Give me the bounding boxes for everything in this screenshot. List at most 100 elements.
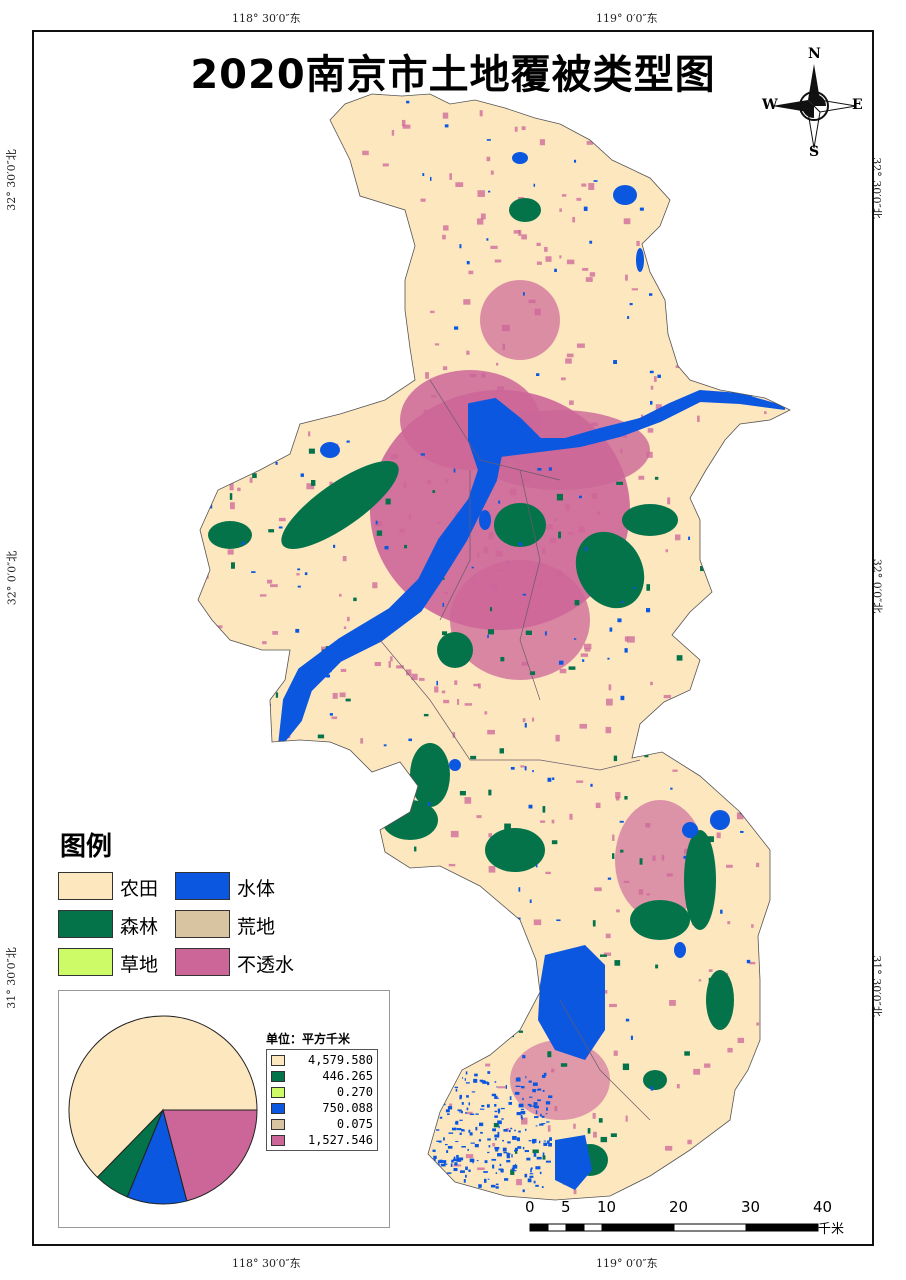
water-network bbox=[487, 1071, 491, 1074]
impervious-patch bbox=[749, 961, 756, 965]
water-network bbox=[454, 1127, 457, 1129]
scale-bar-tick-label: 10 bbox=[597, 1198, 617, 1216]
impervious-patch bbox=[771, 462, 780, 467]
impervious-patch bbox=[309, 807, 314, 810]
impervious-patch bbox=[281, 423, 288, 430]
water-network bbox=[533, 1102, 538, 1106]
impervious-patch bbox=[306, 816, 311, 823]
forest-speckle bbox=[450, 1030, 454, 1037]
pond bbox=[237, 257, 242, 262]
water-network bbox=[506, 1159, 511, 1163]
forest-speckle bbox=[726, 533, 731, 539]
impervious-patch bbox=[230, 502, 235, 510]
pond bbox=[453, 468, 456, 473]
pond bbox=[688, 536, 691, 540]
forest-speckle bbox=[590, 1162, 596, 1167]
impervious-patch bbox=[277, 889, 284, 896]
forest-speckle bbox=[707, 836, 714, 843]
impervious-patch bbox=[534, 308, 541, 316]
impervious-patch bbox=[661, 854, 665, 861]
impervious-patch bbox=[495, 362, 499, 366]
pond bbox=[743, 317, 748, 320]
pond bbox=[333, 544, 336, 548]
forest-patch bbox=[437, 632, 473, 668]
impervious-patch bbox=[736, 812, 744, 820]
impervious-patch bbox=[423, 409, 431, 416]
water-network bbox=[469, 1158, 475, 1163]
water-network bbox=[495, 1172, 498, 1174]
water-network bbox=[543, 1142, 548, 1146]
impervious-patch bbox=[613, 1050, 618, 1056]
impervious-patch bbox=[663, 694, 672, 699]
impervious-patch bbox=[265, 457, 268, 462]
pond bbox=[698, 617, 704, 620]
water-network bbox=[529, 1175, 534, 1178]
pond bbox=[746, 959, 751, 964]
forest-speckle bbox=[233, 700, 241, 707]
pie-table-swatch bbox=[271, 1103, 285, 1114]
water-network bbox=[431, 1107, 433, 1112]
impervious-patch bbox=[457, 698, 460, 705]
impervious-patch bbox=[565, 503, 570, 511]
impervious-patch bbox=[494, 259, 502, 263]
shijiu-lake bbox=[538, 945, 605, 1060]
impervious-patch bbox=[545, 256, 552, 262]
water-network bbox=[456, 1158, 462, 1162]
forest-speckle bbox=[760, 1142, 768, 1150]
impervious-patch bbox=[576, 780, 584, 783]
forest-speckle bbox=[333, 969, 338, 973]
forest-speckle bbox=[459, 790, 466, 796]
pond bbox=[543, 1015, 548, 1018]
forest-speckle bbox=[646, 584, 651, 591]
impervious-patch bbox=[362, 150, 369, 156]
impervious-patch bbox=[418, 677, 425, 681]
water-network bbox=[502, 1147, 507, 1152]
impervious-patch bbox=[340, 809, 345, 817]
pond bbox=[327, 670, 332, 673]
pond bbox=[518, 542, 523, 547]
impervious-patch bbox=[473, 683, 480, 687]
impervious-patch bbox=[652, 855, 656, 862]
impervious-patch bbox=[549, 537, 557, 544]
water-network bbox=[522, 1097, 524, 1101]
water-network bbox=[433, 1119, 435, 1122]
impervious-patch bbox=[476, 218, 484, 225]
forest-speckle bbox=[275, 692, 279, 698]
impervious-patch bbox=[437, 521, 441, 524]
pond bbox=[639, 207, 644, 211]
water-network bbox=[466, 1107, 469, 1111]
water-network bbox=[503, 1129, 508, 1132]
water-network bbox=[465, 1082, 470, 1084]
water-network bbox=[494, 1081, 497, 1083]
forest-speckle bbox=[384, 810, 388, 814]
impervious-patch bbox=[772, 913, 781, 919]
impervious-patch bbox=[732, 131, 737, 135]
impervious-patch bbox=[737, 1037, 745, 1044]
impervious-patch bbox=[756, 660, 759, 665]
water-network bbox=[522, 1146, 525, 1150]
impervious-patch bbox=[750, 430, 758, 437]
impervious-patch bbox=[572, 216, 576, 223]
water-network bbox=[453, 1156, 456, 1161]
impervious-patch bbox=[466, 350, 470, 355]
water-network bbox=[463, 1179, 466, 1183]
impervious-patch bbox=[659, 126, 664, 131]
impervious-patch bbox=[583, 643, 592, 650]
legend-label: 森林 bbox=[120, 916, 159, 938]
impervious-patch bbox=[218, 343, 226, 346]
impervious-patch bbox=[560, 377, 566, 381]
impervious-patch bbox=[477, 551, 480, 558]
water-network bbox=[449, 1080, 455, 1084]
impervious-patch bbox=[681, 754, 685, 760]
pond bbox=[556, 919, 561, 922]
pond bbox=[498, 500, 501, 504]
pond bbox=[202, 164, 206, 167]
pond bbox=[429, 176, 432, 181]
forest-speckle bbox=[240, 851, 244, 855]
pond bbox=[522, 593, 527, 596]
forest-speckle bbox=[353, 597, 357, 602]
impervious-patch bbox=[233, 318, 237, 322]
forest-speckle bbox=[417, 1129, 425, 1133]
impervious-patch bbox=[521, 1117, 528, 1125]
pond bbox=[206, 785, 209, 788]
